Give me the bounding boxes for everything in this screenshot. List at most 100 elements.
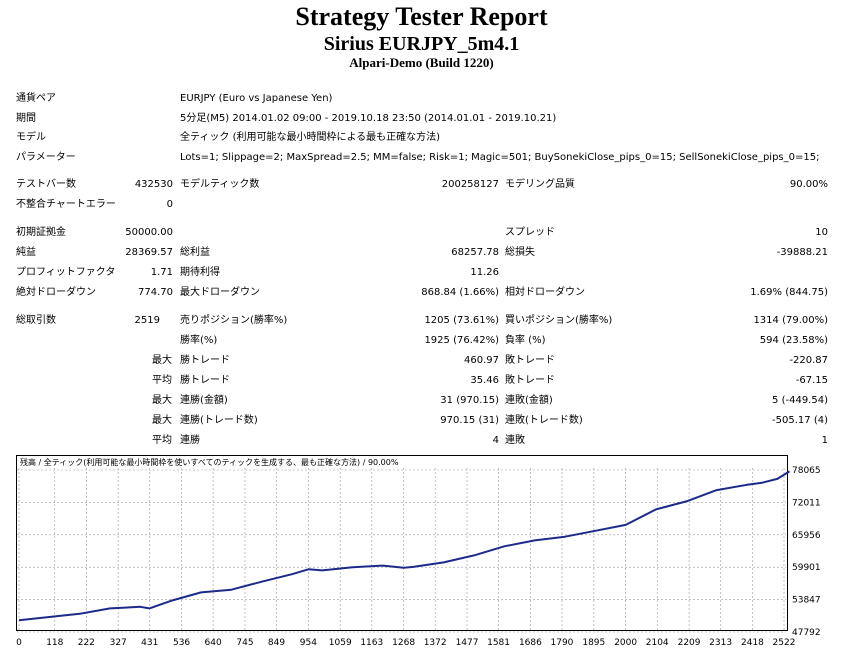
max-prefix: 最大 — [152, 395, 172, 406]
mismatch-label: 不整合チャートエラー — [16, 199, 116, 210]
x-tick-label: 1895 — [582, 638, 605, 648]
consloss-count-value: -505.17 (4) — [772, 415, 828, 426]
x-tick-label: 954 — [300, 638, 317, 648]
y-tick-label: 47792 — [792, 628, 821, 638]
x-tick-label: 1686 — [519, 638, 542, 648]
maxloss-value: -220.87 — [789, 355, 828, 366]
long-value: 1314 (79.00%) — [753, 315, 828, 326]
x-tick-label: 745 — [236, 638, 253, 648]
y-tick-label: 72011 — [792, 498, 821, 508]
x-tick-label: 1372 — [424, 638, 447, 648]
x-tick-label: 1790 — [551, 638, 574, 648]
netprofit-label: 純益 — [16, 247, 36, 258]
maxwin-value: 460.97 — [464, 355, 499, 366]
avgwin-value: 35.46 — [470, 375, 499, 386]
x-tick-label: 431 — [141, 638, 158, 648]
x-tick-label: 640 — [205, 638, 222, 648]
spread-label: スプレッド — [505, 227, 555, 238]
chart-caption: 残高 / 全ティック(利用可能な最小時間枠を使いすべてのティックを生成する、最も… — [20, 458, 399, 467]
lossrate-label: 負率 (%) — [505, 335, 546, 346]
x-tick-label: 2313 — [709, 638, 732, 648]
ticks-label: モデルティック数 — [180, 179, 260, 190]
period-value: 5分足(M5) 2014.01.02 09:00 - 2019.10.18 23… — [180, 113, 557, 124]
avgconswin-value: 4 — [492, 435, 499, 446]
absdd-value: 774.70 — [138, 287, 173, 298]
bars-value: 432530 — [134, 179, 173, 190]
reldd-value: 1.69% (844.75) — [750, 287, 828, 298]
x-tick-label: 849 — [268, 638, 285, 648]
bars-label: テストバー数 — [16, 179, 76, 190]
report-subtitle: Sirius EURJPY_5m4.1 — [323, 33, 520, 55]
avgconsloss-value: 1 — [821, 435, 828, 446]
maxdd-label: 最大ドローダウン — [180, 287, 260, 298]
x-tick-label: 2104 — [646, 638, 669, 648]
max-prefix: 最大 — [152, 415, 172, 426]
y-tick-label: 78065 — [792, 466, 821, 476]
x-tick-label: 118 — [46, 638, 63, 648]
mismatch-value: 0 — [166, 199, 173, 210]
avgconsloss-label: 連敗 — [505, 435, 525, 446]
pair-value: EURJPY (Euro vs Japanese Yen) — [180, 93, 333, 104]
x-tick-label: 0 — [16, 638, 22, 648]
maxdd-value: 868.84 (1.66%) — [421, 287, 499, 298]
x-tick-label: 222 — [78, 638, 95, 648]
report-title: Strategy Tester Report — [295, 2, 548, 31]
avg-prefix: 平均 — [152, 435, 172, 446]
trades-value: 2519 — [134, 315, 160, 326]
absdd-label: 絶対ドローダウン — [16, 287, 96, 298]
reldd-label: 相対ドローダウン — [505, 287, 585, 298]
consloss-money-label: 連敗(金額) — [505, 395, 553, 406]
winrate-value: 1925 (76.42%) — [424, 335, 499, 346]
consloss-count-label: 連敗(トレード数) — [505, 415, 583, 426]
grossprofit-label: 総利益 — [180, 247, 210, 258]
x-tick-label: 2209 — [678, 638, 701, 648]
balance-chart: 残高 / 全ティック(利用可能な最小時間枠を使いすべてのティックを生成する、最も… — [16, 455, 788, 631]
winrate-label: 勝率(%) — [180, 335, 218, 346]
avgloss-label: 敗トレード — [505, 375, 555, 386]
quality-value: 90.00% — [789, 179, 828, 190]
max-prefix: 最大 — [152, 355, 172, 366]
x-tick-label: 1163 — [360, 638, 383, 648]
x-tick-label: 2418 — [741, 638, 764, 648]
x-tick-label: 1268 — [392, 638, 415, 648]
netprofit-value: 28369.57 — [125, 247, 173, 258]
conswin-count-label: 連勝(トレード数) — [180, 415, 258, 426]
grossloss-value: -39888.21 — [776, 247, 828, 258]
pair-label: 通貨ペア — [16, 93, 56, 104]
y-tick-label: 53847 — [792, 596, 821, 606]
x-tick-label: 1581 — [487, 638, 510, 648]
grossloss-label: 総損失 — [505, 247, 535, 258]
conswin-count-value: 970.15 (31) — [440, 415, 499, 426]
consloss-money-value: 5 (-449.54) — [772, 395, 828, 406]
long-label: 買いポジション(勝率%) — [505, 315, 613, 326]
pf-label: プロフィットファクタ — [16, 267, 116, 278]
x-tick-label: 2000 — [614, 638, 637, 648]
params-label: パラメーター — [16, 152, 76, 163]
ticks-value: 200258127 — [441, 179, 499, 190]
lossrate-value: 594 (23.58%) — [759, 335, 828, 346]
grossprofit-value: 68257.78 — [451, 247, 499, 258]
x-tick-label: 327 — [110, 638, 127, 648]
maxwin-label: 勝トレード — [180, 355, 230, 366]
x-tick-label: 1059 — [329, 638, 352, 648]
spread-value: 10 — [815, 227, 828, 238]
model-label: モデル — [16, 132, 46, 143]
deposit-value: 50000.00 — [125, 227, 173, 238]
short-value: 1205 (73.61%) — [424, 315, 499, 326]
maxloss-label: 敗トレード — [505, 355, 555, 366]
conswin-money-label: 連勝(金額) — [180, 395, 228, 406]
expected-value: 11.26 — [470, 267, 499, 278]
x-tick-label: 2522 — [773, 638, 796, 648]
avg-prefix: 平均 — [152, 375, 172, 386]
quality-label: モデリング品質 — [505, 179, 575, 190]
short-label: 売りポジション(勝率%) — [180, 315, 288, 326]
expected-label: 期待利得 — [180, 267, 220, 278]
conswin-money-value: 31 (970.15) — [440, 395, 499, 406]
y-tick-label: 59901 — [792, 563, 821, 573]
trades-label: 総取引数 — [16, 315, 56, 326]
pf-value: 1.71 — [150, 267, 173, 278]
avgwin-label: 勝トレード — [180, 375, 230, 386]
deposit-label: 初期証拠金 — [16, 227, 66, 238]
period-label: 期間 — [16, 113, 36, 124]
avgconswin-label: 連勝 — [180, 435, 200, 446]
